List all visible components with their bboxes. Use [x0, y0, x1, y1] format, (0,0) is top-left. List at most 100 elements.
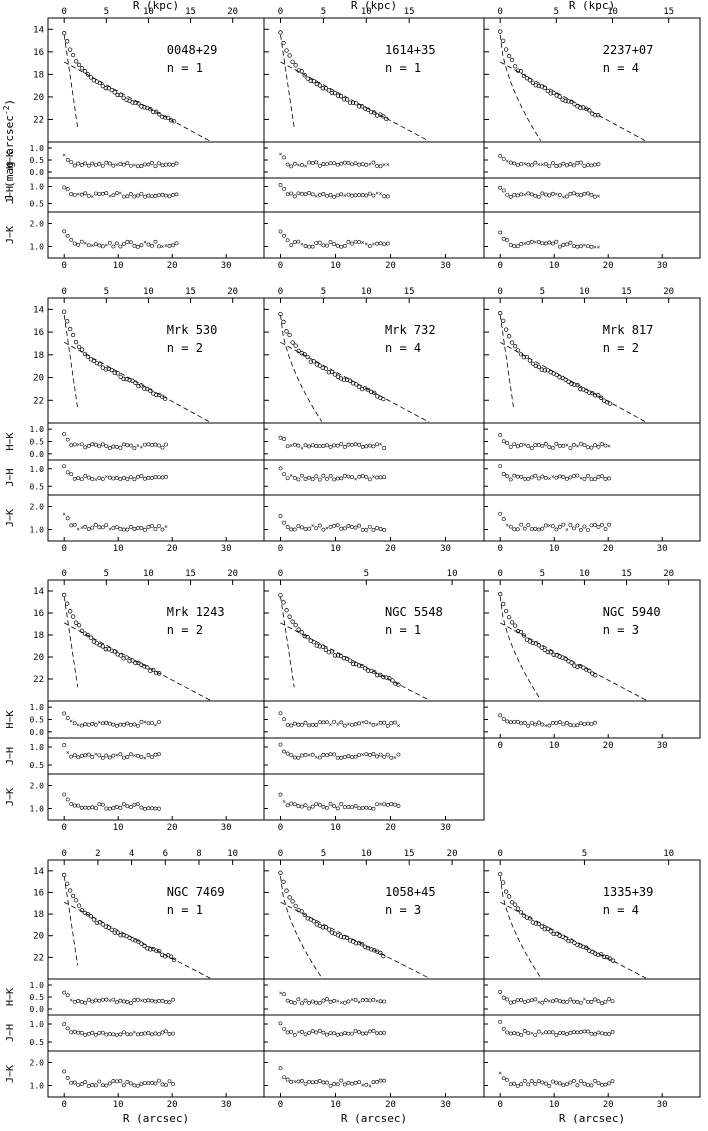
jh-point [121, 194, 126, 199]
arcsec-tick-label: 20 [603, 741, 614, 751]
hk-point [332, 999, 337, 1003]
hk-point [282, 992, 286, 997]
jk-point [300, 1079, 304, 1083]
profile-point [65, 319, 70, 324]
jh-point [289, 1029, 294, 1034]
hk-point [325, 162, 329, 166]
jh-point [300, 1029, 304, 1034]
jk-point [296, 524, 301, 529]
profile-point [85, 912, 91, 917]
profile-point [545, 88, 550, 94]
jh-point [522, 1029, 527, 1033]
jk-point [157, 244, 161, 249]
jk-point [339, 526, 344, 531]
sersic-n-label: n = 1 [167, 61, 203, 75]
jk-point [342, 1082, 347, 1087]
kpc-tick-label: 20 [227, 287, 238, 297]
hk-point [125, 1000, 130, 1004]
jk-point [332, 804, 337, 809]
profile-point [512, 64, 518, 69]
hk-cross: × [108, 997, 112, 1004]
jh-point [557, 1031, 562, 1036]
jk-point [579, 528, 583, 532]
jh-point [296, 755, 301, 760]
bulge-model-line [499, 596, 542, 700]
profile-point [530, 80, 536, 85]
jk-point [128, 1081, 133, 1086]
jk-cross: × [325, 525, 329, 532]
profile-point [130, 658, 135, 663]
j-tick-label: 14 [33, 587, 44, 597]
jk-cross: × [164, 524, 168, 531]
disk-model-line [280, 622, 430, 701]
jh-point [121, 1030, 126, 1035]
jk-point [65, 516, 70, 521]
arcsec-tick-label: 10 [549, 544, 560, 554]
jk-point [328, 525, 333, 529]
jk-point [367, 244, 372, 249]
jh-point [375, 754, 379, 759]
panel-frame [47, 297, 265, 542]
jh-point [300, 191, 304, 196]
hk-point [593, 162, 597, 167]
kpc-tick-label: 5 [321, 287, 326, 297]
hk-point [296, 443, 301, 448]
jk-point [543, 523, 548, 528]
jh-point [97, 753, 102, 758]
kpc-tick-label: 20 [227, 569, 238, 579]
jh-point [382, 475, 387, 479]
jh-tick-label: 1.0 [30, 465, 45, 474]
jh-point [328, 752, 333, 757]
profile-point [133, 100, 138, 106]
disk-model-line [280, 341, 430, 423]
panel-1058-45: 0 5 10 15 200 10 20 30R (arcsec)1058+45n = 3×× ×… [263, 849, 485, 1125]
jh-point [596, 474, 601, 479]
arcsec-tick-label: 20 [167, 1100, 178, 1110]
profile-point [296, 627, 301, 632]
jk-point [171, 243, 175, 248]
jh-point [572, 1030, 576, 1035]
jh-point [289, 753, 294, 758]
jh-point [505, 1030, 510, 1035]
hk-point [104, 444, 109, 448]
profile-point [290, 899, 295, 904]
profile-point [320, 86, 326, 91]
hk-point [79, 163, 84, 167]
jh-cross: × [307, 752, 311, 759]
profile-point [118, 374, 123, 380]
jk-point [83, 524, 88, 529]
jk-point [285, 803, 290, 808]
arcsec-tick-label: 20 [167, 544, 178, 554]
hk-cross: × [505, 158, 509, 165]
profile-point [575, 382, 580, 388]
jh-point [529, 192, 534, 197]
jh-point [515, 1031, 520, 1036]
hk-point [164, 999, 168, 1004]
jk-point [146, 806, 151, 811]
galaxy-name: NGC 5940 [603, 605, 661, 619]
hk-point [136, 997, 140, 1002]
jh-point [600, 1031, 604, 1036]
hk-point [529, 163, 534, 168]
jh-point [505, 192, 510, 197]
jh-point [278, 466, 283, 471]
hk-point [282, 717, 286, 722]
jh-point [536, 195, 541, 199]
jh-point [335, 476, 340, 481]
y-axis-label-close: ) [3, 99, 16, 106]
hk-point [325, 720, 329, 725]
kpc-tick-label: 10 [663, 849, 674, 859]
hk-point [501, 717, 506, 721]
hk-point [350, 722, 354, 727]
jk-point [136, 526, 140, 530]
jh-point [519, 192, 524, 197]
hk-tick-label: 0.0 [30, 168, 45, 177]
jh-point [346, 192, 351, 197]
hk-point [278, 711, 283, 716]
profile-point [139, 104, 144, 109]
hk-cross: × [544, 723, 548, 730]
jk-point [603, 527, 608, 531]
profile-point [341, 97, 347, 102]
hk-point [572, 443, 576, 447]
jh-point [97, 476, 102, 481]
